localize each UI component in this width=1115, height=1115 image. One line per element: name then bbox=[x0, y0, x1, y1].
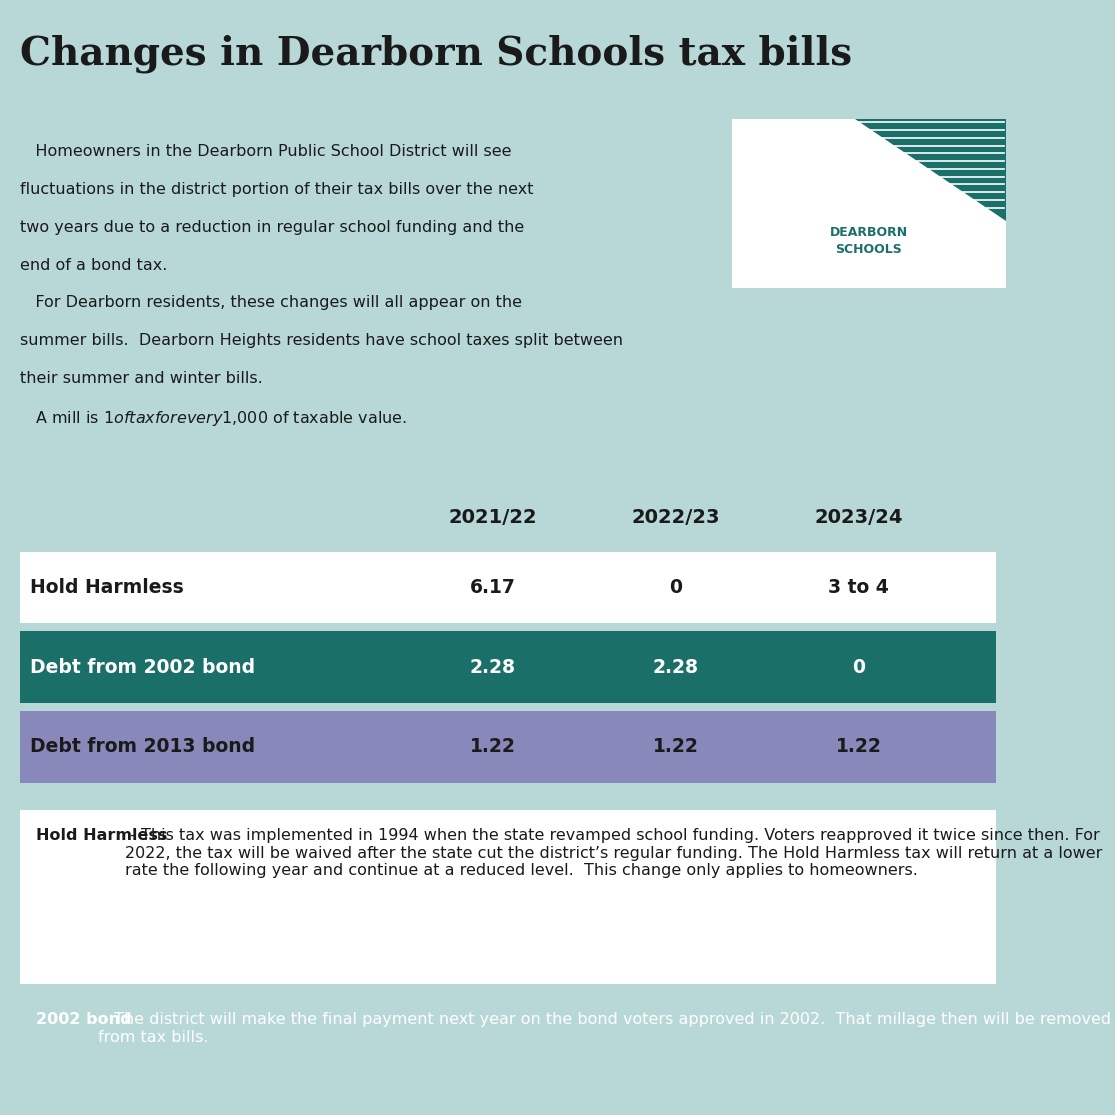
Text: their summer and winter bills.: their summer and winter bills. bbox=[20, 371, 263, 386]
Text: summer bills.  Dearborn Heights residents have school taxes split between: summer bills. Dearborn Heights residents… bbox=[20, 333, 623, 348]
Text: 1.22: 1.22 bbox=[469, 737, 516, 756]
FancyBboxPatch shape bbox=[20, 552, 996, 623]
Text: Hold Harmless: Hold Harmless bbox=[30, 579, 184, 598]
Text: 2021/22: 2021/22 bbox=[448, 507, 537, 526]
Text: Debt from 2013 bond: Debt from 2013 bond bbox=[30, 737, 255, 756]
FancyBboxPatch shape bbox=[20, 711, 996, 783]
Text: 1.22: 1.22 bbox=[653, 737, 699, 756]
FancyBboxPatch shape bbox=[731, 119, 1006, 289]
Text: two years due to a reduction in regular school funding and the: two years due to a reduction in regular … bbox=[20, 220, 524, 235]
FancyBboxPatch shape bbox=[20, 995, 996, 1089]
FancyBboxPatch shape bbox=[20, 631, 996, 704]
Text: For Dearborn residents, these changes will all appear on the: For Dearborn residents, these changes wi… bbox=[20, 295, 522, 310]
Text: Debt from 2002 bond: Debt from 2002 bond bbox=[30, 658, 255, 677]
Text: 0: 0 bbox=[669, 579, 682, 598]
Text: 2023/24: 2023/24 bbox=[814, 507, 903, 526]
Text: - This tax was implemented in 1994 when the state revamped school funding. Voter: - This tax was implemented in 1994 when … bbox=[125, 828, 1103, 879]
Text: 2002 bond: 2002 bond bbox=[36, 1012, 132, 1027]
Text: 2.28: 2.28 bbox=[652, 658, 699, 677]
Text: 6.17: 6.17 bbox=[469, 579, 516, 598]
Polygon shape bbox=[855, 119, 1006, 221]
Text: 2022/23: 2022/23 bbox=[631, 507, 720, 526]
Text: end of a bond tax.: end of a bond tax. bbox=[20, 258, 167, 272]
FancyBboxPatch shape bbox=[20, 1098, 996, 1115]
Text: fluctuations in the district portion of their tax bills over the next: fluctuations in the district portion of … bbox=[20, 182, 534, 197]
Text: - The district will make the final payment next year on the bond voters approved: - The district will make the final payme… bbox=[98, 1012, 1111, 1045]
Text: 0: 0 bbox=[852, 658, 865, 677]
Text: DEARBORN
SCHOOLS: DEARBORN SCHOOLS bbox=[830, 226, 908, 256]
Text: Changes in Dearborn Schools tax bills: Changes in Dearborn Schools tax bills bbox=[20, 35, 853, 74]
Text: 3 to 4: 3 to 4 bbox=[828, 579, 889, 598]
Text: 2.28: 2.28 bbox=[469, 658, 516, 677]
Text: A mill is $1 of tax for every $1,000 of taxable value.: A mill is $1 of tax for every $1,000 of … bbox=[20, 409, 407, 428]
FancyBboxPatch shape bbox=[20, 811, 996, 985]
Text: Hold Harmless: Hold Harmless bbox=[36, 828, 167, 843]
Text: 1.22: 1.22 bbox=[836, 737, 882, 756]
Text: Homeowners in the Dearborn Public School District will see: Homeowners in the Dearborn Public School… bbox=[20, 144, 512, 159]
